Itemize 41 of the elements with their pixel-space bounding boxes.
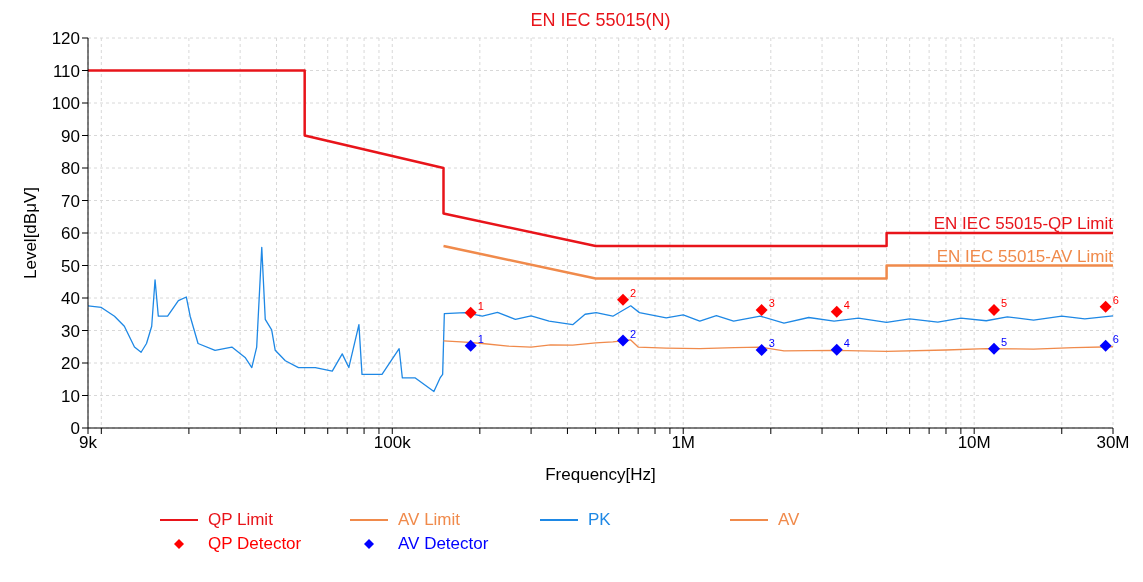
y-tick-label: 110 [52, 61, 80, 81]
annotation: 6 [1112, 293, 1119, 306]
annotation: EN IEC 55015-AV Limit [936, 246, 1114, 266]
annotation: 3 [768, 297, 775, 310]
legend-label: QP Detector [208, 533, 302, 555]
annotation: EN IEC 55015-QP Limit [933, 214, 1114, 233]
y-tick-label: 50 [61, 256, 80, 276]
legend-label: PK [588, 509, 611, 531]
annotation: 2 [630, 286, 637, 299]
x-tick-label: 100k [373, 433, 412, 453]
y-tick-label: 70 [61, 191, 80, 211]
annotation: 4 [843, 298, 850, 311]
x-tick-label: 9k [79, 433, 98, 453]
x-axis-title: Frequency[Hz] [545, 465, 656, 484]
legend-label: AV Detector [398, 533, 489, 555]
x-tick-label: 1M [671, 433, 696, 453]
annotation: 1 [477, 332, 484, 345]
y-tick-label: 10 [61, 386, 80, 406]
y-tick-label: 80 [61, 159, 80, 179]
legend-label: AV Limit [398, 509, 461, 531]
y-tick-label: 0 [70, 419, 80, 439]
y-tick-label: 60 [61, 224, 80, 244]
legend-label: AV [778, 509, 800, 531]
legend-label: QP Limit [208, 509, 273, 531]
x-tick-label: 30M [1096, 433, 1130, 453]
annotation: 3 [768, 337, 775, 349]
y-tick-label: 100 [51, 94, 80, 114]
annotation: 5 [1001, 297, 1008, 310]
y-tick-label: 20 [61, 354, 80, 374]
y-axis-title: Level[dBμV] [21, 186, 41, 280]
x-tick-label: 10M [957, 433, 991, 453]
annotation: 6 [1112, 332, 1119, 345]
annotation: 4 [843, 336, 850, 349]
annotation: 5 [1001, 335, 1008, 348]
annotation: 2 [630, 327, 637, 340]
y-tick-label: 90 [61, 126, 80, 146]
y-tick-label: 30 [61, 321, 80, 341]
chart-title: EN IEC 55015(N) [529, 10, 672, 31]
y-tick-label: 40 [61, 289, 80, 309]
annotation: 1 [477, 299, 484, 312]
y-tick-label: 120 [51, 29, 80, 49]
